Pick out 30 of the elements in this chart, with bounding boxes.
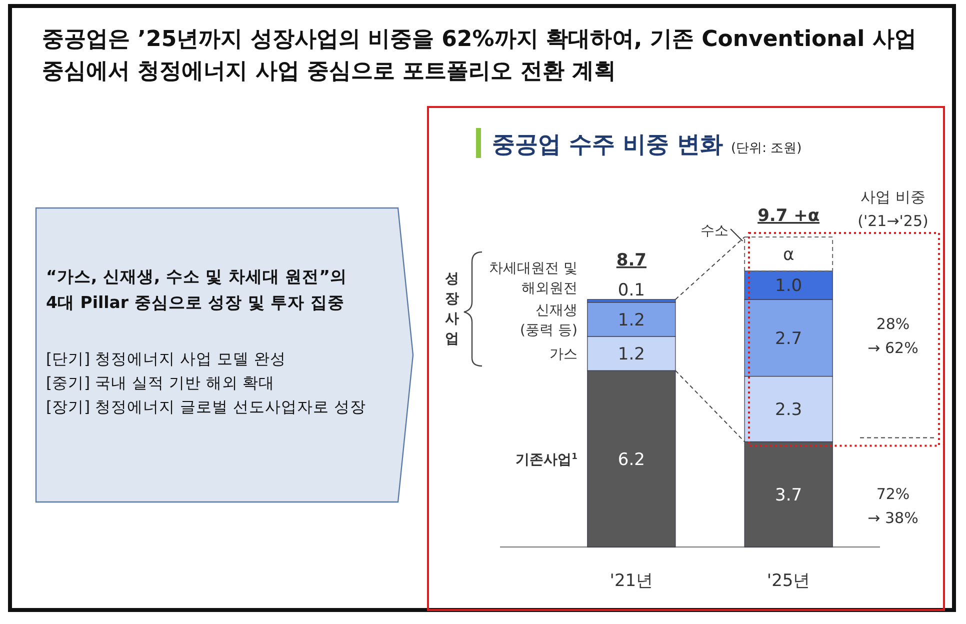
total-label: 8.7	[616, 250, 646, 270]
text: [장기] 청정에너지 글로벌 선도사업자로 성장	[46, 398, 366, 416]
data-label: 2.7	[775, 328, 802, 349]
annotation: 28% → 62%	[868, 315, 918, 357]
text: 4대 Pillar 중심으로 성장 및 투자 집중	[46, 293, 344, 312]
data-label: 1.0	[775, 276, 802, 296]
data-label: 0.1	[618, 280, 645, 300]
annotation: 72% → 38%	[868, 485, 918, 527]
total-label: 9.7 +α	[758, 206, 820, 226]
data-label: 3.7	[775, 485, 802, 506]
data-label: 6.2	[618, 450, 645, 470]
data-label: 1.2	[618, 310, 645, 330]
text: α	[782, 245, 794, 265]
text: [단기] 청정에너지 사업 모델 완성	[46, 350, 286, 368]
text: 사업 비중 ('21→'25)	[858, 188, 928, 230]
chart-title: 중공업 수주 비중 변화	[492, 132, 724, 158]
text: [중기] 국내 실적 기반 해외 확대	[46, 374, 275, 392]
x-tick-label: '25년	[766, 571, 810, 591]
text: 중공업은 ’25년까지 성장사업의 비중을 62%까지 확대하여, 기존 Conventional 사업 중심에서 청정에너지 사업 중심으로 포트폴리오 전환 계획	[42, 27, 916, 84]
series-label: 신재생 (풍력 등)	[520, 302, 578, 338]
data-label: 2.3	[775, 400, 802, 420]
series-label: 기존사업$^{1}$	[516, 450, 578, 468]
series-label: 차세대원전 및 해외원전	[488, 260, 578, 296]
chart-subtitle: (단위: 조원)	[731, 141, 802, 156]
data-label: 1.2	[618, 344, 645, 365]
text: 성장 사업	[445, 271, 459, 347]
x-tick-label: '21년	[610, 571, 654, 591]
text: “가스, 신재생, 수소 및 차세대 원전”의	[46, 267, 347, 286]
text: 수소	[700, 223, 729, 239]
series-label: 가스	[549, 346, 578, 363]
